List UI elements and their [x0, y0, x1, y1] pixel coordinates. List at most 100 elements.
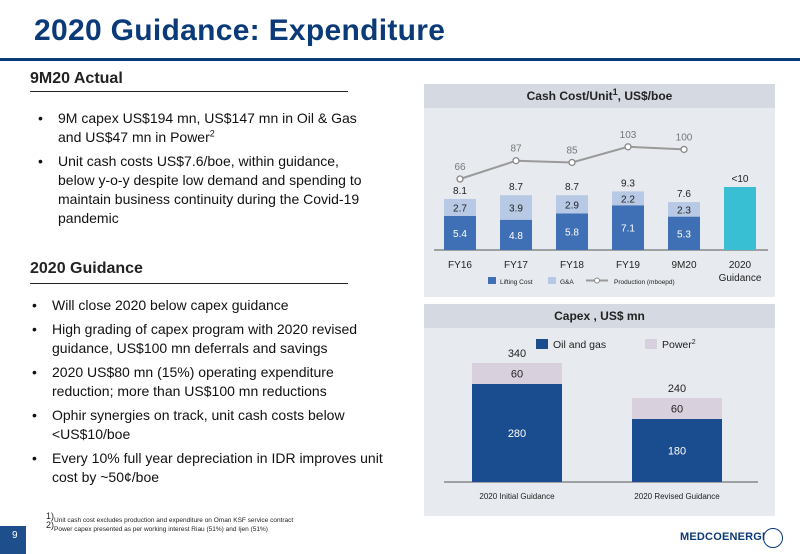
production-point: [512, 157, 520, 165]
guidance-bullet-5: Every 10% full year depreciation in IDR …: [30, 449, 390, 487]
footnote-2: 2)Power capex presented as per working i…: [46, 521, 293, 534]
lifting-cost-label: 5.3: [677, 229, 691, 240]
footnote-1: 1)Unit cash cost excludes production and…: [46, 512, 294, 525]
power-label: 60: [671, 404, 683, 416]
cash-cost-title-suffix: , US$/boe: [617, 89, 673, 103]
actual-bullet-2-text: Unit cash costs US$7.6/boe, within guida…: [58, 153, 362, 226]
capex-panel: Capex , US$ mn 280 60 340 2020 Initial Guid…: [424, 304, 775, 516]
page-title: 2020 Guidance: Expenditure: [34, 14, 446, 47]
oil-gas-label: 280: [508, 428, 526, 440]
total-label: 240: [668, 383, 686, 395]
actual-bullet-1-text: 9M capex US$194 mn, US$147 mn in Oil & G…: [58, 110, 357, 145]
capex-chart: 280 60 340 2020 Initial Guidance 180 60 240 202…: [444, 339, 758, 501]
power-bar: [472, 363, 562, 384]
power-bar: [632, 398, 722, 419]
total-label: 7.6: [677, 189, 691, 200]
guidance-bullet-2: High grading of capex program with 2020 …: [30, 320, 390, 358]
x-tick-label: 2020: [729, 260, 752, 271]
actual-heading: 9M20 Actual: [30, 70, 123, 87]
total-label: 9.3: [621, 178, 635, 189]
x-tick-label: FY19: [616, 260, 640, 271]
total-label: <10: [732, 174, 749, 185]
guidance-bullet-1: Will close 2020 below capex guidance: [30, 296, 390, 315]
ga-bar: [668, 202, 700, 217]
oil-gas-label: 180: [668, 446, 686, 458]
total-label: 8.7: [565, 182, 579, 193]
ga-label: 2.3: [677, 205, 691, 216]
lifting-cost-label: 4.8: [509, 231, 523, 242]
actual-bullet-1: 9M capex US$194 mn, US$147 mn in Oil & G…: [36, 109, 366, 147]
actual-bullet-1-sup: 2: [209, 128, 215, 139]
lifting-cost-label: 7.1: [621, 224, 635, 235]
title-divider: [0, 58, 800, 61]
x-tick-label: Guidance: [719, 273, 762, 284]
ga-bar: [556, 195, 588, 214]
x-tick-label: FY17: [504, 260, 528, 271]
legend-oil-swatch: [536, 339, 548, 349]
legend-ga-label: G&A: [560, 279, 574, 286]
production-point: [456, 175, 464, 183]
legend-production-marker: [594, 277, 600, 284]
cash-cost-panel: Cash Cost/Unit1, US$/boe 5.4 2.7 8.1 FY16 4.…: [424, 84, 775, 297]
oil-gas-bar: [632, 419, 722, 482]
cash-cost-title: Cash Cost/Unit1, US$/boe: [424, 87, 775, 104]
power-label: 60: [511, 369, 523, 381]
ga-bar: [500, 195, 532, 220]
production-label: 87: [510, 144, 522, 155]
legend-production-label: Production (mboepd): [614, 279, 675, 286]
production-label: 66: [454, 162, 466, 173]
production-label: 85: [566, 145, 578, 156]
x-tick-label: 2020 Initial Guidance: [479, 492, 555, 501]
production-point: [568, 158, 576, 167]
production-point: [680, 145, 688, 154]
lifting-cost-label: 5.4: [453, 229, 467, 240]
footnotes: 1)Unit cash cost excludes production and…: [46, 512, 294, 534]
oil-gas-bar: [472, 384, 562, 482]
ga-bar: [612, 191, 644, 206]
guidance-bar: [724, 187, 756, 250]
legend-lifting-label: Lifting Cost: [500, 279, 533, 286]
lifting-cost-label: 5.8: [565, 228, 579, 239]
production-point: [624, 143, 632, 151]
x-tick-label: FY18: [560, 260, 584, 271]
lifting-cost-bar: [668, 216, 700, 250]
page-number-bar: [0, 526, 26, 554]
ga-label: 3.9: [509, 203, 523, 214]
cash-cost-title-bar: [424, 84, 775, 108]
legend-power-swatch: [645, 339, 657, 349]
guidance-bullet-4: Ophir synergies on track, unit cash cost…: [30, 406, 390, 444]
cash-cost-chart: 5.4 2.7 8.1 FY16 4.8 3.9 8.7 FY17 5.8 2.9 8.7 FY18 7…: [434, 130, 768, 286]
cash-cost-title-sup: 1: [612, 87, 618, 97]
title-bar: 2020 Guidance: Expenditure: [0, 0, 800, 62]
footnote-1-sup: 1): [46, 511, 55, 521]
guidance-bullet-3: 2020 US$80 mn (15%) operating expenditur…: [30, 363, 390, 401]
capex-title-bar: [424, 304, 775, 328]
ga-label: 2.2: [621, 194, 635, 205]
total-label: 340: [508, 348, 526, 360]
capex-title: Capex , US$ mn: [554, 309, 645, 323]
legend-power-label: Power2: [662, 339, 696, 351]
x-tick-label: 9M20: [671, 260, 696, 271]
legend-oil-label: Oil and gas: [553, 339, 606, 351]
legend-ga-swatch: [548, 277, 556, 284]
lifting-cost-bar: [444, 215, 476, 250]
guidance-heading: 2020 Guidance: [30, 260, 143, 277]
production-label: 103: [620, 130, 637, 141]
lifting-cost-bar: [556, 213, 588, 250]
lifting-cost-bar: [612, 205, 644, 250]
ga-label: 2.7: [453, 203, 467, 214]
guidance-bullet-list: Will close 2020 below capex guidance Hig…: [30, 296, 390, 492]
total-label: 8.1: [453, 186, 467, 197]
medco-logo-icon: [763, 528, 783, 548]
x-tick-label: FY16: [448, 260, 472, 271]
production-label: 100: [676, 132, 693, 143]
lifting-cost-bar: [500, 219, 532, 250]
ga-bar: [444, 198, 476, 216]
footnote-2-sup: 2): [46, 520, 55, 531]
actual-bullet-2: Unit cash costs US$7.6/boe, within guida…: [36, 152, 366, 228]
footnote-1-text: Unit cash cost excludes production and e…: [54, 517, 294, 525]
x-tick-label: 2020 Revised Guidance: [634, 492, 720, 501]
total-label: 8.7: [509, 182, 523, 193]
medcoenergi-logo: MEDCOENERGI: [680, 531, 766, 543]
page-number: 9: [12, 530, 18, 541]
